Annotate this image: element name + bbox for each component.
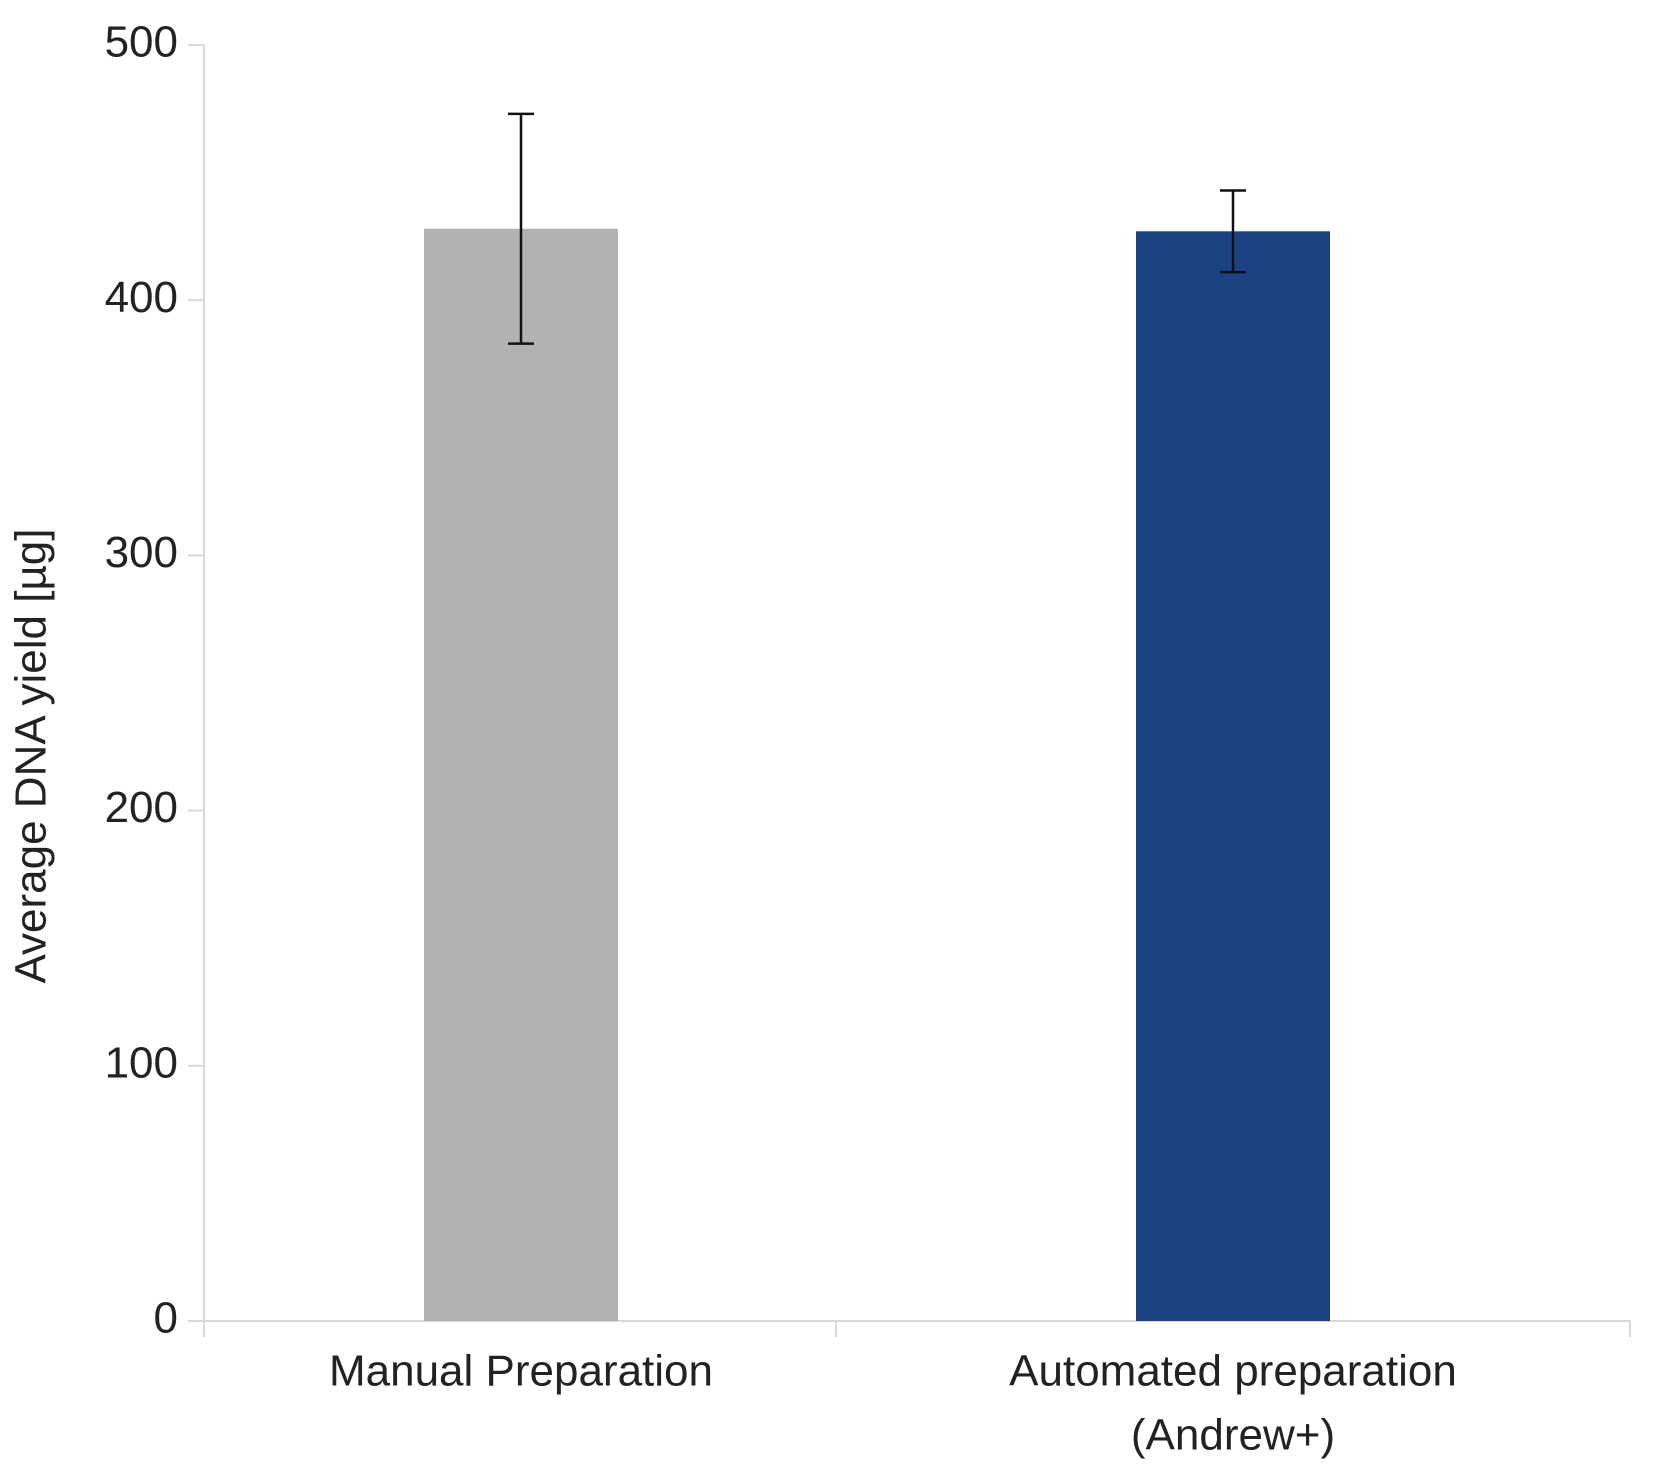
y-tick-label: 200 (105, 783, 178, 832)
y-tick-label: 0 (154, 1294, 178, 1343)
y-tick-label: 400 (105, 273, 178, 322)
error-bar (1220, 189, 1246, 274)
y-tick-label: 300 (105, 528, 178, 577)
y-axis-label: Average DNA yield [µg] (7, 529, 56, 984)
x-tick-label: (Andrew+) (1131, 1411, 1335, 1460)
x-tick-label: Manual Preparation (329, 1347, 713, 1396)
error-bar (508, 112, 534, 345)
y-tick-label: 100 (105, 1038, 178, 1087)
bar (424, 228, 618, 1321)
bar (1136, 231, 1330, 1321)
x-tick-label: Automated preparation (1009, 1347, 1457, 1396)
y-tick-label: 500 (105, 18, 178, 67)
